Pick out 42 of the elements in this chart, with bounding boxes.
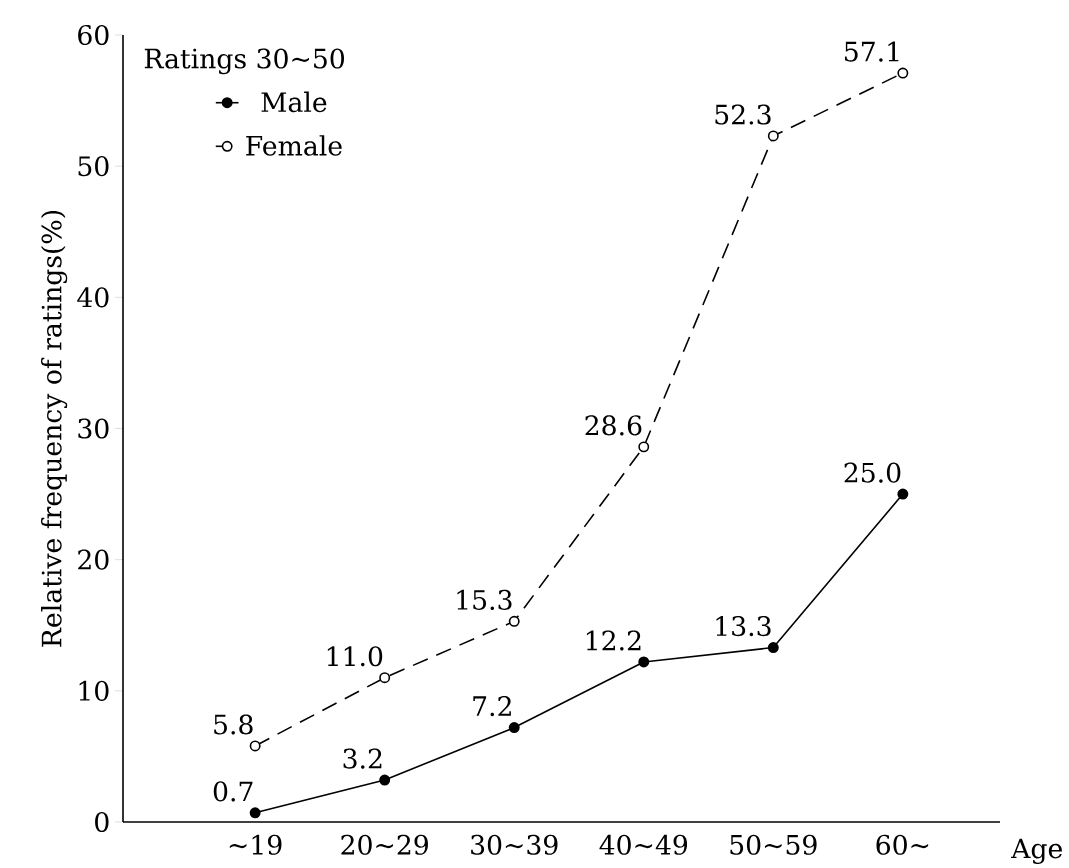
- x-tick-label: 40∼49: [599, 834, 688, 855]
- point: [897, 488, 909, 500]
- point: [379, 774, 391, 786]
- data-label: 13.3: [716, 615, 771, 636]
- point: [638, 441, 650, 453]
- point: [379, 672, 391, 683]
- point: [767, 130, 779, 142]
- legend-label: Male: [261, 91, 327, 112]
- point: [508, 615, 520, 627]
- y-tick-label: 60: [78, 24, 109, 45]
- data-label: 15.3: [457, 589, 512, 610]
- data-label: 12.2: [586, 630, 641, 651]
- y-tick-label: 30: [78, 418, 109, 439]
- data-label: 3.2: [343, 748, 382, 769]
- data-label: 0.7: [213, 781, 253, 802]
- y-tick-label: 20: [78, 549, 109, 570]
- data-label: 57.1: [845, 41, 899, 62]
- legend-title: Ratings 30∼50: [144, 48, 345, 74]
- data-label: 5.8: [214, 714, 253, 735]
- point: [767, 641, 779, 653]
- point: [638, 656, 650, 668]
- y-tick-label: 40: [77, 287, 109, 308]
- data-label: 25.0: [844, 462, 901, 483]
- data-label: 11.0: [327, 645, 383, 667]
- point: [897, 67, 909, 79]
- x-tick-label: 50∼59: [730, 834, 817, 855]
- y-tick-label: 10: [79, 680, 109, 701]
- data-label: 7.2: [473, 695, 511, 716]
- x-tick-label: ∼19: [229, 834, 282, 855]
- point: [508, 721, 520, 733]
- point: [249, 740, 261, 752]
- x-axis-title: Age: [1011, 838, 1062, 864]
- x-tick-label: 60∼: [876, 834, 929, 855]
- x-tick-label: 20∼29: [341, 834, 428, 855]
- data-label: 52.3: [715, 104, 771, 125]
- legend-label: Female: [246, 134, 342, 156]
- data-label: 28.6: [585, 415, 642, 436]
- point: [249, 807, 261, 819]
- x-tick-label: 30∼39: [471, 834, 558, 855]
- y-axis-title: Relative frequency of ratings(%): [41, 210, 68, 647]
- y-tick-label: 50: [78, 155, 109, 177]
- y-tick-label: 0: [95, 811, 109, 832]
